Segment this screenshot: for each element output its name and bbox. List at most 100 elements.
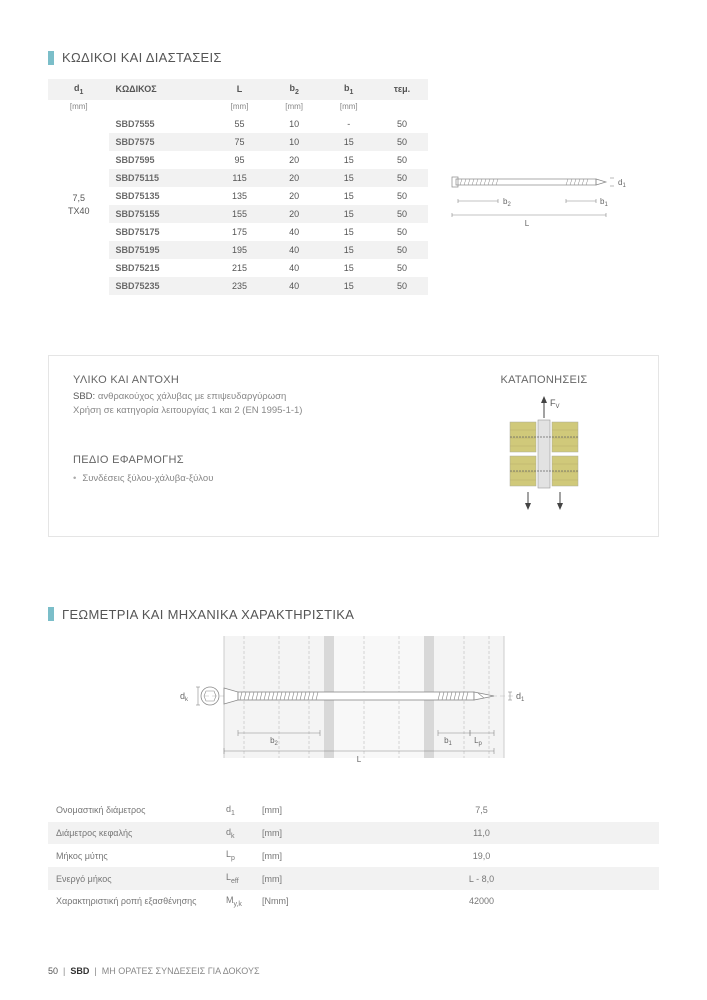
th-pcs: τεμ. bbox=[376, 79, 428, 100]
cell-b1: 15 bbox=[321, 223, 376, 241]
cell-L: 95 bbox=[212, 151, 267, 169]
section3-marker bbox=[48, 607, 54, 621]
cell-b1: 15 bbox=[321, 277, 376, 295]
prop-value: 7,5 bbox=[304, 799, 659, 822]
cell-b2: 20 bbox=[267, 205, 322, 223]
cell-pcs: 50 bbox=[376, 223, 428, 241]
section1-title: ΚΩΔΙΚΟΙ ΚΑΙ ΔΙΑΣΤΑΣΕΙΣ bbox=[62, 50, 222, 65]
prop-unit: [mm] bbox=[254, 822, 304, 845]
prop-name: Ονομαστική διάμετρος bbox=[48, 799, 218, 822]
prop-symbol: dk bbox=[218, 822, 254, 845]
th-code: ΚΩΔΙΚΟΣ bbox=[109, 79, 212, 100]
prop-value: L - 8,0 bbox=[304, 867, 659, 890]
cell-code: SBD75175 bbox=[109, 223, 212, 241]
prop-symbol: Leff bbox=[218, 867, 254, 890]
prop-value: 42000 bbox=[304, 890, 659, 913]
cell-b1: 15 bbox=[321, 133, 376, 151]
material-sbd-line: SBD: ανθρακούχος χάλυβας με επιψευδαργύρ… bbox=[73, 390, 424, 404]
section3-title: ΓΕΩΜΕΤΡΙΑ ΚΑΙ ΜΗΧΑΝΙΚΑ ΧΑΡΑΚΤΗΡΙΣΤΙΚΑ bbox=[62, 607, 354, 622]
prop-unit: [mm] bbox=[254, 799, 304, 822]
small-schematic: d1 b2 b1 L bbox=[448, 79, 659, 229]
cell-pcs: 50 bbox=[376, 169, 428, 187]
material-title: ΥΛΙΚΟ ΚΑΙ ΑΝΤΟΧΗ bbox=[73, 374, 424, 386]
prop-row: Ενεργό μήκοςLeff[mm]L - 8,0 bbox=[48, 867, 659, 890]
prop-name: Διάμετρος κεφαλής bbox=[48, 822, 218, 845]
load-diagram: FV bbox=[454, 394, 634, 514]
cell-code: SBD75115 bbox=[109, 169, 212, 187]
rowhead-d1: 7,5TX40 bbox=[48, 115, 109, 295]
unit-L: [mm] bbox=[212, 100, 267, 115]
loads-title: ΚΑΤΑΠΟΝΗΣΕΙΣ bbox=[454, 374, 634, 386]
svg-text:b2: b2 bbox=[503, 197, 511, 208]
prop-symbol: d1 bbox=[218, 799, 254, 822]
prop-name: Ενεργό μήκος bbox=[48, 867, 218, 890]
prop-symbol: Lp bbox=[218, 844, 254, 867]
cell-b2: 40 bbox=[267, 277, 322, 295]
application-title: ΠΕΔΙΟ ΕΦΑΡΜΟΓΗΣ bbox=[73, 454, 424, 466]
cell-code: SBD7555 bbox=[109, 115, 212, 133]
svg-text:d1: d1 bbox=[516, 691, 525, 703]
cell-b2: 40 bbox=[267, 223, 322, 241]
cell-code: SBD75215 bbox=[109, 259, 212, 277]
material-box: ΥΛΙΚΟ ΚΑΙ ΑΝΤΟΧΗ SBD: ανθρακούχος χάλυβα… bbox=[48, 355, 659, 537]
cell-code: SBD75155 bbox=[109, 205, 212, 223]
svg-text:L: L bbox=[356, 755, 361, 764]
cell-b1: - bbox=[321, 115, 376, 133]
cell-b2: 40 bbox=[267, 259, 322, 277]
cell-b1: 15 bbox=[321, 169, 376, 187]
cell-code: SBD7575 bbox=[109, 133, 212, 151]
cell-L: 195 bbox=[212, 241, 267, 259]
svg-text:b1: b1 bbox=[600, 197, 608, 208]
cell-pcs: 50 bbox=[376, 187, 428, 205]
prop-row: Ονομαστική διάμετροςd1[mm]7,5 bbox=[48, 799, 659, 822]
prop-value: 19,0 bbox=[304, 844, 659, 867]
cell-b2: 10 bbox=[267, 133, 322, 151]
prop-symbol: My,k bbox=[218, 890, 254, 913]
th-d1: d1 bbox=[48, 79, 109, 100]
prop-name: Μήκος μύτης bbox=[48, 844, 218, 867]
cell-b1: 15 bbox=[321, 151, 376, 169]
cell-b1: 15 bbox=[321, 241, 376, 259]
svg-text:L: L bbox=[525, 219, 530, 228]
prop-row: Διάμετρος κεφαλήςdk[mm]11,0 bbox=[48, 822, 659, 845]
cell-L: 155 bbox=[212, 205, 267, 223]
cell-b2: 20 bbox=[267, 187, 322, 205]
cell-pcs: 50 bbox=[376, 151, 428, 169]
th-L: L bbox=[212, 79, 267, 100]
svg-text:FV: FV bbox=[550, 398, 560, 410]
prop-value: 11,0 bbox=[304, 822, 659, 845]
table-row: 7,5TX40SBD75555510-50 bbox=[48, 115, 428, 133]
prop-name: Χαρακτηριστική ροπή εξασθένησης bbox=[48, 890, 218, 913]
cell-b2: 20 bbox=[267, 151, 322, 169]
cell-b1: 15 bbox=[321, 205, 376, 223]
unit-b1: [mm] bbox=[321, 100, 376, 115]
cell-pcs: 50 bbox=[376, 115, 428, 133]
cell-L: 235 bbox=[212, 277, 267, 295]
cell-code: SBD75195 bbox=[109, 241, 212, 259]
prop-unit: [mm] bbox=[254, 867, 304, 890]
cell-L: 215 bbox=[212, 259, 267, 277]
cell-b1: 15 bbox=[321, 259, 376, 277]
prop-unit: [mm] bbox=[254, 844, 304, 867]
th-b1: b1 bbox=[321, 79, 376, 100]
cell-code: SBD75235 bbox=[109, 277, 212, 295]
cell-pcs: 50 bbox=[376, 277, 428, 295]
application-line: •Συνδέσεις ξύλου-χάλυβα-ξύλου bbox=[73, 472, 424, 486]
cell-L: 55 bbox=[212, 115, 267, 133]
th-b2: b2 bbox=[267, 79, 322, 100]
unit-d1: [mm] bbox=[48, 100, 109, 115]
cell-pcs: 50 bbox=[376, 259, 428, 277]
codes-table: d1 ΚΩΔΙΚΟΣ L b2 b1 τεμ. [mm] [mm] [mm] [… bbox=[48, 79, 428, 295]
page-footer: 50 | SBD | ΜΗ ΟΡΑΤΕΣ ΣΥΝΔΕΣΕΙΣ ΓΙΑ ΔΟΚΟΥ… bbox=[48, 966, 260, 976]
section1-header: ΚΩΔΙΚΟΙ ΚΑΙ ΔΙΑΣΤΑΣΕΙΣ bbox=[48, 50, 659, 65]
cell-b2: 10 bbox=[267, 115, 322, 133]
cell-pcs: 50 bbox=[376, 241, 428, 259]
cell-pcs: 50 bbox=[376, 205, 428, 223]
cell-b2: 20 bbox=[267, 169, 322, 187]
prop-row: Μήκος μύτηςLp[mm]19,0 bbox=[48, 844, 659, 867]
material-use-line: Χρήση σε κατηγορία λειτουργίας 1 και 2 (… bbox=[73, 404, 424, 418]
svg-text:dk: dk bbox=[180, 691, 189, 703]
properties-table: Ονομαστική διάμετροςd1[mm]7,5Διάμετρος κ… bbox=[48, 799, 659, 913]
cell-L: 115 bbox=[212, 169, 267, 187]
section1-marker bbox=[48, 51, 54, 65]
